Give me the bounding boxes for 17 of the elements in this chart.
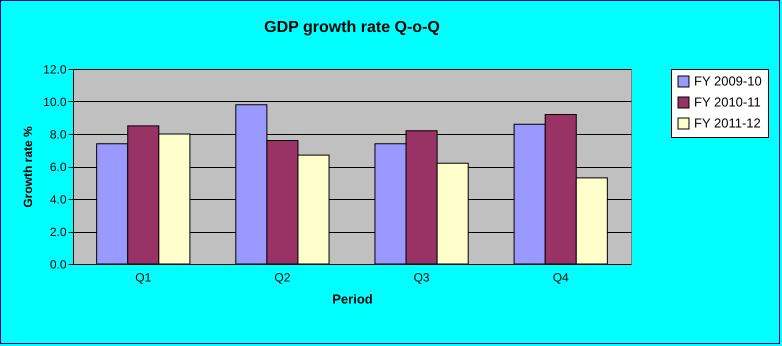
y-tick-label: 12.0 bbox=[43, 62, 67, 76]
x-tick-label: Q2 bbox=[274, 270, 291, 284]
y-tick-label: 8.0 bbox=[50, 128, 67, 142]
chart-title: GDP growth rate Q-o-Q bbox=[264, 19, 440, 36]
y-tick-label: 4.0 bbox=[50, 192, 67, 206]
x-tick-label: Q1 bbox=[135, 270, 152, 284]
legend-label: FY 2010-11 bbox=[694, 94, 761, 110]
y-tick-label: 0.0 bbox=[50, 258, 67, 272]
y-tick-label: 10.0 bbox=[43, 95, 67, 109]
y-tick-label: 2.0 bbox=[50, 225, 67, 239]
x-tick-label: Q4 bbox=[552, 270, 570, 284]
legend-label: FY 2009-10 bbox=[694, 74, 762, 88]
x-tick-label: Q3 bbox=[414, 270, 430, 284]
y-axis-title: Growth rate % bbox=[21, 126, 36, 208]
y-tick-label: 6.0 bbox=[50, 160, 67, 174]
x-axis-title: Period bbox=[332, 292, 373, 306]
legend-label: FY 2011-12 bbox=[694, 116, 761, 130]
